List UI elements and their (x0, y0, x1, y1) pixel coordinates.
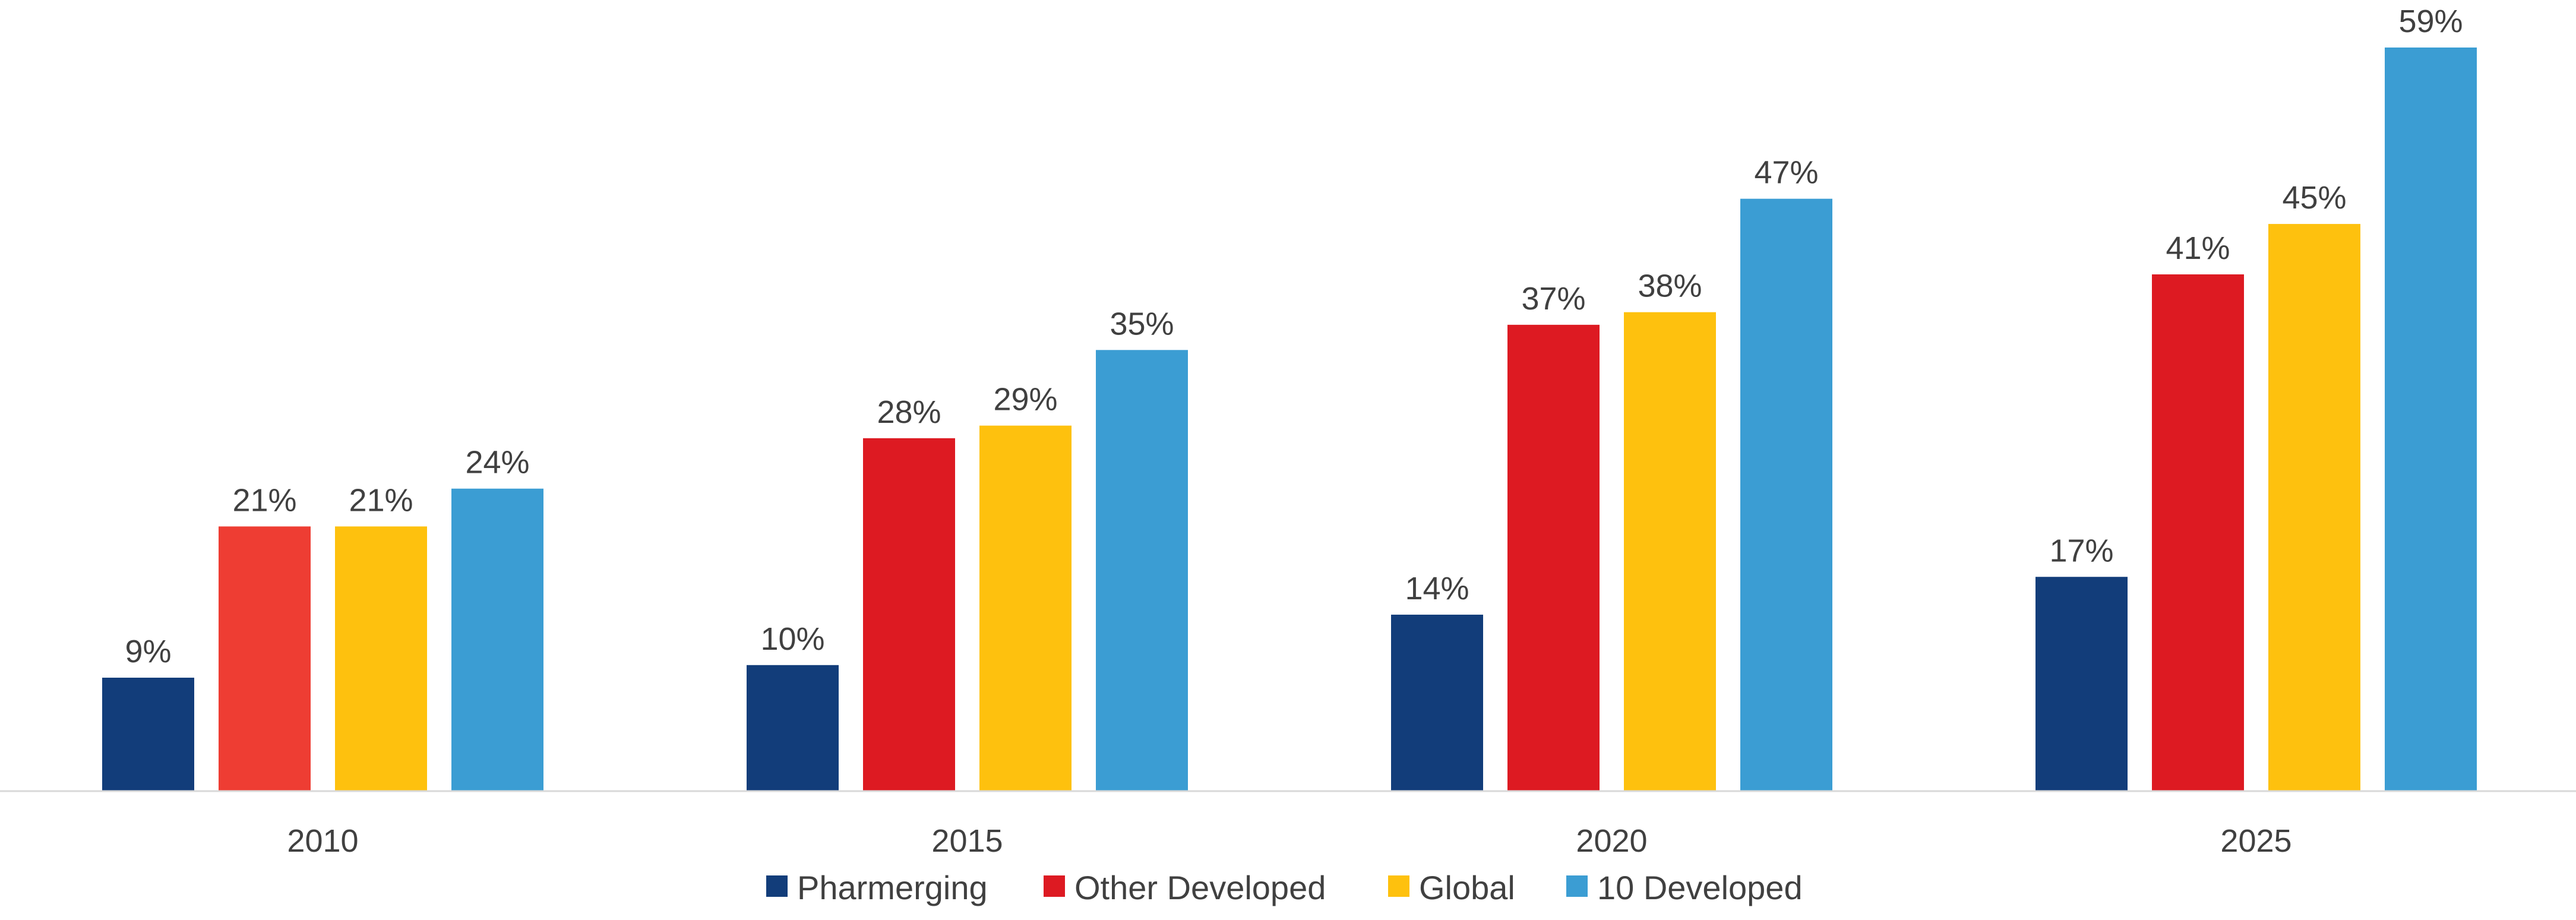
bar-other-developed-2020 (1507, 324, 1600, 791)
legend-item-global: Global (1388, 869, 1515, 906)
data-label-10-developed-2025: 59% (2398, 4, 2463, 39)
data-label-global-2020: 38% (1638, 268, 1702, 304)
x-tick-label-2020: 2020 (1576, 823, 1647, 859)
data-label-pharmerging-2020: 14% (1405, 571, 1469, 606)
legend-swatch-pharmerging (766, 875, 788, 897)
bar-other-developed-2015 (863, 438, 955, 791)
legend-swatch-10-developed (1566, 875, 1588, 897)
data-label-global-2015: 29% (993, 382, 1057, 418)
legend-label-other-developed: Other Developed (1074, 869, 1326, 906)
data-label-pharmerging-2010: 9% (125, 634, 171, 669)
data-label-10-developed-2020: 47% (1754, 155, 1818, 191)
legend-swatch-global (1388, 875, 1409, 897)
data-label-pharmerging-2015: 10% (760, 621, 824, 657)
x-tick-label-2015: 2015 (931, 823, 1003, 859)
data-label-10-developed-2010: 24% (465, 445, 529, 480)
bar-10-developed-2025 (2385, 48, 2477, 791)
data-label-pharmerging-2025: 17% (2049, 533, 2113, 568)
bar-global-2015 (979, 425, 1072, 791)
bar-pharmerging-2010 (102, 678, 194, 791)
bar-pharmerging-2015 (747, 665, 839, 791)
legend-label-10-developed: 10 Developed (1597, 869, 1803, 906)
bar-pharmerging-2025 (2035, 577, 2128, 791)
data-label-global-2010: 21% (349, 482, 413, 518)
bar-other-developed-2010 (219, 526, 311, 791)
data-label-other-developed-2010: 21% (232, 482, 296, 518)
bar-10-developed-2020 (1740, 198, 1832, 792)
bars-layer (102, 48, 2477, 792)
x-tick-labels: 2010 2015 2020 2025 (287, 823, 2291, 859)
legend-item-other-developed: Other Developed (1044, 869, 1326, 906)
bar-global-2020 (1624, 312, 1716, 791)
legend-label-global: Global (1419, 869, 1515, 906)
bar-pharmerging-2020 (1391, 614, 1483, 791)
x-tick-label-2025: 2025 (2220, 823, 2291, 859)
data-labels-layer: 9% 21% 21% 24% 10% 28% 29% 35% 14% 37% 38% 47% 17% 41… (125, 4, 2463, 669)
legend-item-pharmerging: Pharmerging (766, 869, 988, 906)
bar-10-developed-2010 (451, 488, 543, 791)
legend-label-pharmerging: Pharmerging (797, 869, 988, 906)
data-label-other-developed-2015: 28% (877, 394, 941, 430)
legend-swatch-other-developed (1044, 875, 1065, 897)
data-label-global-2025: 45% (2282, 180, 2346, 216)
data-label-10-developed-2015: 35% (1110, 306, 1174, 342)
bar-global-2010 (335, 526, 427, 791)
bar-global-2025 (2268, 224, 2360, 792)
data-label-other-developed-2025: 41% (2166, 230, 2230, 266)
bar-10-developed-2015 (1096, 350, 1188, 791)
legend: Pharmerging Other Developed Global 10 Devel… (766, 869, 1803, 906)
data-label-other-developed-2020: 37% (1521, 281, 1585, 317)
x-tick-label-2010: 2010 (287, 823, 358, 859)
bar-other-developed-2025 (2152, 274, 2244, 792)
legend-item-10-developed: 10 Developed (1566, 869, 1803, 906)
